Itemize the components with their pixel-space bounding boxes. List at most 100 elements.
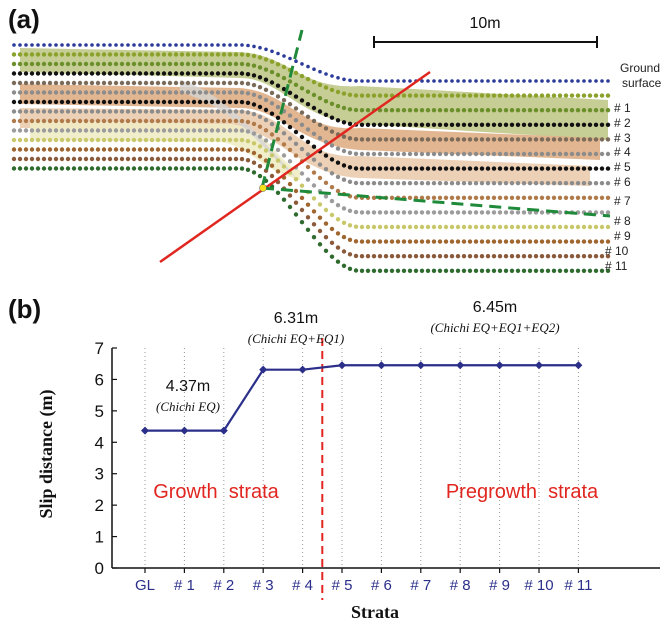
stratum-dot	[221, 90, 227, 95]
stratum-dot	[47, 166, 53, 171]
stratum-dot	[569, 195, 575, 200]
stratum-dot	[287, 136, 293, 141]
stratum-dot	[215, 128, 221, 133]
stratum-dot	[510, 79, 514, 83]
stratum-dot	[275, 147, 281, 153]
stratum-dot	[23, 71, 29, 76]
x-axis-title: Strata	[351, 602, 399, 622]
x-tick-label: # 2	[213, 577, 234, 594]
stratum-dot	[593, 122, 599, 128]
stratum-dot	[599, 224, 605, 230]
stratum-dot	[41, 61, 47, 67]
stratum-dot	[95, 80, 101, 86]
stratum-dot	[209, 61, 215, 67]
stratum-dot	[53, 71, 59, 76]
stratum-dot	[17, 118, 23, 124]
stratum-dot	[263, 87, 269, 93]
stratum-dot	[407, 151, 413, 157]
stratum-dot	[377, 224, 383, 230]
stratum-dot	[132, 43, 136, 47]
stratum-dot	[29, 80, 35, 86]
stratum-dot	[354, 79, 358, 83]
stratum-dot	[299, 73, 305, 79]
stratum-dot	[323, 153, 329, 158]
stratum-dot	[275, 72, 281, 78]
stratum-dot	[497, 254, 503, 259]
stratum-dot	[461, 151, 467, 157]
stratum-dot	[455, 239, 461, 244]
stratum-dot	[491, 122, 497, 128]
stratum-dot	[131, 137, 137, 143]
stratum-dot	[383, 268, 389, 273]
stratum-dot	[47, 137, 53, 143]
stratum-dot	[557, 268, 563, 273]
stratum-dot	[113, 80, 119, 86]
stratum-dot	[443, 108, 449, 113]
stratum-dot	[299, 171, 305, 176]
stratum-dot	[209, 80, 215, 86]
stratum-dot	[72, 43, 76, 47]
data-point	[495, 361, 504, 370]
stratum-dot	[119, 166, 125, 171]
stratum-dot	[77, 166, 83, 171]
stratum-dot	[107, 52, 113, 57]
stratum-dot	[425, 181, 431, 186]
stratum-dot	[173, 128, 179, 133]
stratum-dot	[317, 109, 323, 114]
stratum-dot	[365, 166, 371, 171]
stratum-dot	[137, 61, 143, 67]
stratum-dot	[330, 74, 334, 78]
stratum-dot	[167, 99, 173, 105]
stratum-dot	[185, 90, 191, 95]
stratum-dot	[35, 128, 41, 133]
stratum-dot	[539, 254, 545, 259]
stratum-dot	[437, 224, 443, 230]
stratum-dot	[167, 147, 173, 152]
stratum-dot	[209, 137, 215, 143]
stratum-dot	[383, 108, 389, 113]
stratum-dot	[53, 99, 59, 105]
stratum-dot	[473, 239, 479, 244]
stratum-dot	[395, 151, 401, 157]
stratum-dot	[47, 71, 53, 76]
stratum-dot	[83, 71, 89, 76]
y-tick-label: 5	[95, 402, 104, 421]
stratum-dot	[509, 122, 515, 128]
stratum-dot	[305, 139, 311, 145]
stratum-dot	[17, 147, 23, 152]
stratum-dot	[59, 166, 65, 171]
stratum-dot	[113, 109, 119, 114]
stratum-dot	[425, 122, 431, 128]
stratum-dot	[437, 151, 443, 157]
stratum-dot	[167, 61, 173, 67]
stratum-dot	[17, 99, 23, 105]
stratum-dot	[143, 71, 149, 76]
stratum-dot	[545, 166, 551, 171]
y-axis-title: Slip distance (m)	[36, 389, 57, 518]
stratum-dot	[185, 99, 191, 105]
stratum-dot	[257, 114, 263, 120]
stratum-dot	[413, 210, 419, 215]
stratum-dot	[137, 90, 143, 95]
stratum-dot	[569, 93, 575, 98]
stratum-dot	[389, 108, 395, 113]
stratum-dot	[353, 166, 359, 171]
stratum-dot	[528, 79, 532, 83]
stratum-dot	[473, 93, 479, 98]
stratum-dot	[563, 239, 569, 244]
stratum-dot	[455, 268, 461, 273]
stratum-dot	[71, 166, 77, 171]
stratum-dot	[47, 61, 53, 67]
stratum-dot	[539, 151, 545, 157]
stratum-dot	[95, 109, 101, 114]
stratum-dot	[29, 109, 35, 114]
stratum-dot	[191, 128, 197, 133]
stratum-dot	[281, 64, 287, 70]
stratum-dot	[59, 52, 65, 57]
stratum-dot	[557, 166, 563, 171]
stratum-dot	[503, 254, 509, 259]
stratum-dot	[263, 128, 269, 133]
stratum-dot	[503, 122, 509, 128]
stratum-dot	[239, 118, 245, 124]
stratum-dot	[275, 169, 281, 174]
